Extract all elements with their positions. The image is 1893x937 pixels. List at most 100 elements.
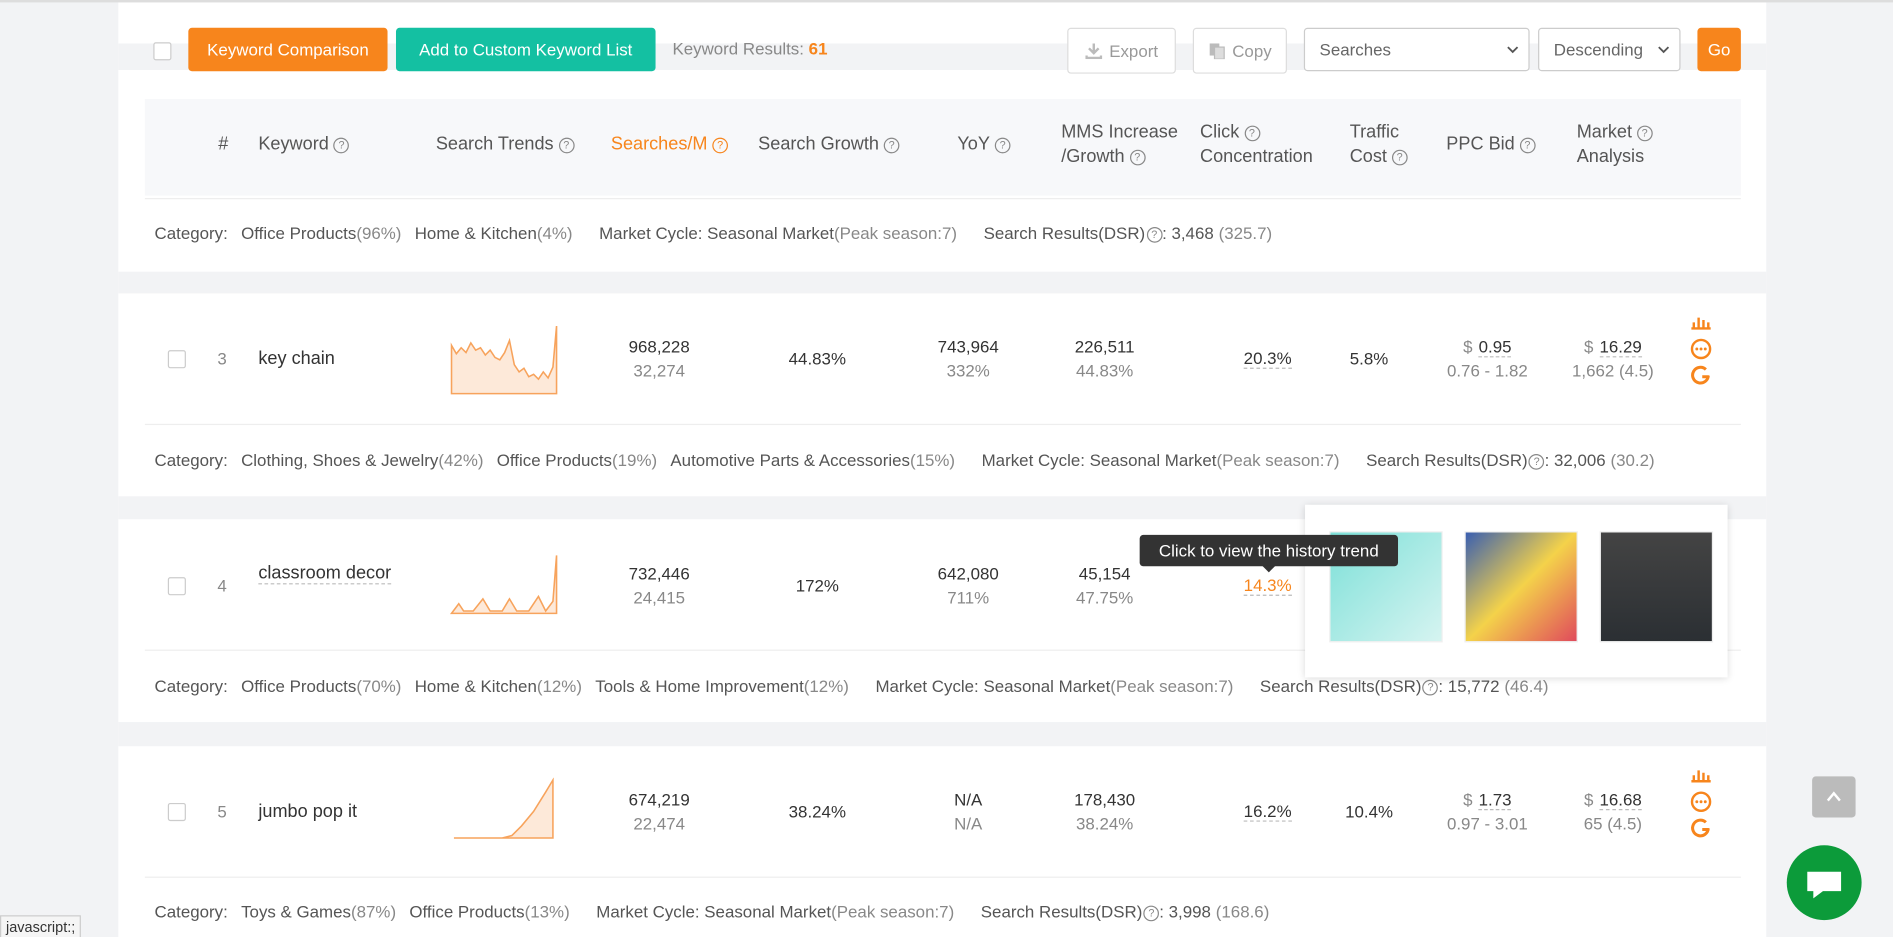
column-header-line: MMS Increase bbox=[1061, 121, 1178, 143]
row-checkbox[interactable] bbox=[167, 577, 186, 596]
dsr-score: (168.6) bbox=[1215, 901, 1270, 922]
category-share: (87%) bbox=[350, 901, 397, 922]
searches: 674,219 22,474 bbox=[629, 787, 690, 835]
action-icons[interactable] bbox=[1690, 315, 1714, 402]
category-share: (4%) bbox=[536, 223, 573, 243]
rank: 3 bbox=[217, 348, 227, 369]
row-checkbox[interactable] bbox=[167, 350, 186, 369]
help-icon bbox=[1129, 149, 1146, 166]
mms-sub: 44.83% bbox=[1075, 361, 1134, 381]
row-checkbox[interactable] bbox=[167, 802, 186, 822]
click-concentration[interactable]: 20.3% bbox=[1243, 348, 1292, 369]
category-name[interactable]: Toys & Games bbox=[241, 901, 351, 922]
ppc-sub: 0.76 - 1.82 bbox=[1446, 361, 1528, 381]
dsr-score: (30.2) bbox=[1610, 450, 1655, 470]
divider bbox=[144, 423, 1741, 426]
chevron bbox=[1658, 46, 1670, 54]
sparkline bbox=[450, 325, 558, 395]
category-name[interactable]: Office Products bbox=[409, 901, 525, 922]
category-name[interactable]: Office Products bbox=[241, 676, 357, 696]
keyword[interactable]: classroom decor bbox=[258, 562, 392, 585]
category-name[interactable]: Office Products bbox=[241, 223, 357, 243]
column-header: Keyword bbox=[258, 133, 350, 157]
keyword[interactable]: key chain bbox=[258, 348, 335, 369]
yoy: 743,964 332% bbox=[938, 334, 999, 382]
market-cycle: Market Cycle: Seasonal Market bbox=[981, 450, 1217, 470]
help-icon bbox=[1146, 227, 1163, 243]
back-to-top[interactable] bbox=[1812, 776, 1856, 818]
sort-field-select[interactable]: Searches bbox=[1303, 27, 1530, 72]
copy-icon bbox=[1209, 43, 1225, 60]
add-to-list-button[interactable]: Add to Custom Keyword List bbox=[395, 27, 656, 72]
ppc-cell: $0.95 0.76 - 1.82 bbox=[1447, 334, 1528, 382]
go-button[interactable]: Go bbox=[1697, 27, 1741, 72]
copy-button[interactable]: Copy bbox=[1192, 27, 1287, 74]
market-cell: $16.68 65 (4.5) bbox=[1584, 787, 1642, 835]
searches-sub: 22,474 bbox=[633, 813, 686, 834]
ppc-main: $1.73 bbox=[1447, 787, 1528, 811]
column-header: MarketAnalysis bbox=[1577, 121, 1653, 169]
column-header: Traffic Cost bbox=[1350, 121, 1408, 169]
help-icon bbox=[883, 137, 900, 154]
category-name[interactable]: Clothing, Shoes & Jewelry bbox=[241, 450, 439, 470]
product-image[interactable] bbox=[1464, 531, 1578, 643]
category-name[interactable]: Office Products bbox=[496, 450, 613, 470]
mms-value: 45,154 bbox=[1078, 563, 1131, 584]
column-header-line: PPC Bid bbox=[1446, 133, 1536, 157]
help-icon bbox=[712, 137, 729, 154]
column-header: Search Growth bbox=[758, 133, 900, 157]
yoy-main: 642,080 bbox=[938, 561, 999, 585]
peak-season: (Peak season:7) bbox=[833, 223, 958, 243]
traffic-cost: 5.8% bbox=[1349, 348, 1389, 369]
dsr-value: : 15,772 bbox=[1438, 676, 1500, 696]
column-header-line: Analysis bbox=[1576, 146, 1645, 167]
searches-main: 968,228 bbox=[629, 334, 690, 358]
top-border bbox=[0, 0, 1893, 3]
help-icon bbox=[1244, 125, 1260, 142]
market-value: 16.68 bbox=[1599, 789, 1642, 811]
chat-button[interactable] bbox=[1786, 845, 1862, 921]
ppc-currency: $ bbox=[1463, 336, 1473, 357]
divider bbox=[144, 649, 1741, 651]
searches: 968,228 32,274 bbox=[629, 334, 690, 382]
traffic-cost: 10.4% bbox=[1345, 801, 1394, 822]
market-cycle: Market Cycle: Seasonal Market bbox=[875, 676, 1111, 696]
help-icon bbox=[333, 137, 350, 154]
category-share: (19%) bbox=[612, 450, 658, 470]
sort-order-select[interactable]: Descending bbox=[1538, 27, 1681, 72]
column-header-line: Market bbox=[1577, 121, 1653, 145]
up-icon bbox=[1826, 791, 1841, 802]
export-button[interactable]: Export bbox=[1067, 27, 1176, 74]
category-name[interactable]: Automotive Parts & Accessories bbox=[670, 450, 910, 470]
row-separator bbox=[118, 722, 1767, 747]
keyword[interactable]: jumbo pop it bbox=[258, 801, 358, 822]
keyword-comparison-button[interactable]: Keyword Comparison bbox=[188, 27, 388, 72]
results-text: Keyword Results: bbox=[672, 38, 804, 58]
action-icons[interactable] bbox=[1690, 768, 1714, 855]
category-name[interactable]: Tools & Home Improvement bbox=[595, 676, 804, 696]
help-icon bbox=[1143, 905, 1160, 922]
category-name[interactable]: Home & Kitchen bbox=[414, 676, 537, 696]
ppc-value: 1.73 bbox=[1478, 789, 1512, 811]
product-image[interactable] bbox=[1599, 531, 1714, 643]
growth: 38.24% bbox=[789, 799, 846, 823]
sort-field-text: Searches bbox=[1319, 39, 1391, 60]
select-all-checkbox[interactable] bbox=[153, 42, 172, 61]
category-line: Category: Clothing, Shoes & Jewelry(42%) O… bbox=[154, 450, 1655, 470]
market-cycle: Market Cycle: Seasonal Market bbox=[599, 223, 834, 243]
category-label: Category: bbox=[154, 450, 228, 470]
dsr-value: : 3,998 bbox=[1159, 901, 1211, 922]
sort-order-text: Descending bbox=[1553, 39, 1644, 60]
market-currency: $ bbox=[1584, 336, 1594, 357]
column-header-line: Keyword bbox=[258, 133, 350, 157]
ppc-sub: 0.97 - 3.01 bbox=[1446, 813, 1528, 834]
mms-main: 178,430 bbox=[1074, 787, 1135, 811]
click-concentration[interactable]: 14.3% bbox=[1243, 575, 1292, 596]
growth-main: 172% bbox=[796, 574, 839, 598]
click-concentration[interactable]: 16.2% bbox=[1243, 801, 1292, 822]
ppc-cell: $1.73 0.97 - 3.01 bbox=[1447, 787, 1528, 835]
column-header-line: # bbox=[218, 134, 229, 155]
category-name[interactable]: Home & Kitchen bbox=[414, 223, 537, 243]
mms-value: 226,511 bbox=[1074, 336, 1135, 357]
